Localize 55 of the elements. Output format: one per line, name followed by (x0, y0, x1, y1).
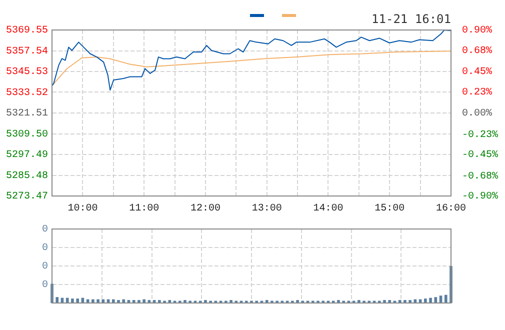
y-tick-label: 0 (42, 224, 48, 236)
x-tick-label: 15:00 (374, 204, 405, 215)
y-tick-label: 0 (42, 243, 48, 254)
bar (56, 297, 59, 303)
y-tick-label: 5309.50 (6, 129, 48, 140)
x-tick-label: 11:00 (129, 204, 160, 215)
bar (230, 300, 232, 303)
bar (132, 300, 136, 303)
bar (404, 300, 406, 303)
y2-tick-label: 0.68% (462, 46, 492, 57)
y2-tick-label: 0.45% (462, 67, 492, 78)
bar (358, 300, 360, 303)
bar (383, 300, 386, 303)
x-tick-label: 13:00 (252, 204, 282, 215)
bar (138, 300, 140, 303)
y2-tick-label: -0.23% (462, 130, 498, 141)
y-tick-label: 5345.53 (6, 67, 48, 78)
text: 11-21 16:01 (372, 12, 451, 26)
bar (66, 298, 69, 303)
bar (424, 298, 427, 303)
x-tick-label: 12:00 (190, 204, 220, 215)
bar (434, 297, 438, 303)
y-tick-label: 5297.49 (6, 150, 48, 162)
bar (184, 300, 186, 303)
bar (71, 298, 74, 303)
y-tick-label: 5321.51 (6, 108, 48, 120)
y-tick-label: 5357.54 (6, 46, 48, 58)
y2-tick-label: -0.45% (462, 150, 498, 162)
bar (408, 300, 412, 303)
y-tick-label: 0 (42, 280, 48, 292)
bar (158, 300, 161, 303)
bar (398, 300, 402, 303)
y-tick-label: 5333.52 (6, 88, 48, 99)
bar (117, 300, 120, 303)
y2-tick-label: -0.90% (462, 192, 498, 203)
y2-tick-label: 0.00% (462, 108, 492, 120)
bar (204, 300, 207, 303)
bar (76, 298, 79, 303)
bar (265, 300, 268, 303)
x-tick-label: 14:00 (313, 204, 344, 215)
y-tick-label: 0 (42, 262, 48, 273)
y-tick-label: 5285.48 (6, 170, 48, 182)
y2-tick-label: 0.23% (462, 87, 492, 98)
y2-tick-label: -0.68% (462, 171, 498, 182)
bar (337, 300, 340, 303)
y2-tick-label: 0.90% (462, 26, 492, 37)
x-tick-label: 10:00 (68, 204, 98, 215)
bar (296, 300, 299, 303)
y-tick-label: 5273.47 (6, 192, 48, 203)
bar (388, 300, 392, 303)
x-tick-label: 16:00 (436, 204, 466, 215)
bar (444, 294, 448, 303)
bar (429, 298, 432, 303)
bar (168, 300, 172, 303)
y-tick-label: 5369.55 (6, 26, 48, 37)
